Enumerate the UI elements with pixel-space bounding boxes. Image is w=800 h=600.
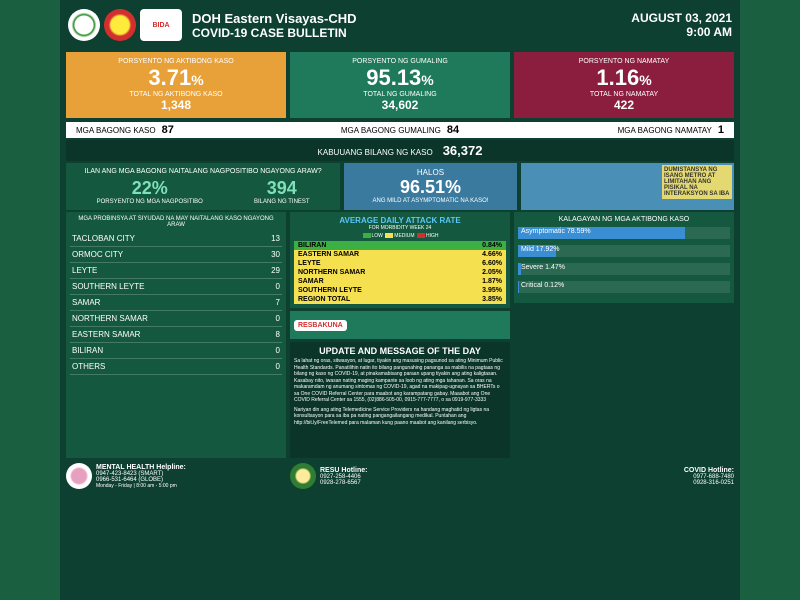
provinces-box: MGA PROBINSYA AT SIYUDAD NA MAY NAITALAN… xyxy=(66,212,286,458)
promo-box: DUMISTANSYA NG ISANG METRO AT LIMITAHAN … xyxy=(521,163,734,210)
attack-row: REGION TOTAL3.85% xyxy=(294,295,506,304)
attack-row: SOUTHERN LEYTE3.95% xyxy=(294,286,506,295)
resu-hotline: RESU Hotline:0927-258-44060928-278-6567 xyxy=(290,463,510,489)
bottom-row: MGA PROBINSYA AT SIYUDAD NA MAY NAITALAN… xyxy=(60,210,740,460)
header: BIDA DOH Eastern Visayas-CHD COVID-19 CA… xyxy=(60,0,740,50)
total-row: KABUUANG BILANG NG KASO36,372 xyxy=(66,140,734,161)
stat-death: PORSYENTO NG NAMATAY 1.16% TOTAL NG NAMA… xyxy=(514,52,734,118)
logo-group: BIDA xyxy=(68,9,182,41)
status-bar: Asymptomatic 78.59% xyxy=(518,227,730,239)
attack-row: LEYTE6.60% xyxy=(294,259,506,268)
status-bar: Mild 17.92% xyxy=(518,245,730,257)
attack-legend: LOW MEDIUM HIGH xyxy=(294,233,506,239)
attack-row: EASTERN SAMAR4.66% xyxy=(294,250,506,259)
province-row: EASTERN SAMAR8 xyxy=(70,327,282,343)
province-row: LEYTE29 xyxy=(70,263,282,279)
top-stats-row: PORSYENTO NG AKTIBONG KASO 3.71% TOTAL N… xyxy=(60,50,740,120)
attack-rate-box: AVERAGE DAILY ATTACK RATE FOR MORBIDITY … xyxy=(290,212,510,308)
halos-box: HALOS 96.51% ANG MILD AT ASYMPTOMATIC NA… xyxy=(344,163,517,210)
brain-icon xyxy=(66,463,92,489)
update-box: UPDATE AND MESSAGE OF THE DAY Sa lahat n… xyxy=(290,342,510,458)
positivity-box: ILAN ANG MGA BAGONG NAITALANG NAGPOSITIB… xyxy=(66,163,340,210)
status-bar: Critical 0.12% xyxy=(518,281,730,293)
resbakuna-logo-icon: RESBAKUNA xyxy=(294,320,347,331)
covid-hotline: COVID Hotline:0977-688-74800928-316-0251 xyxy=(514,463,734,489)
mental-health-hotline: MENTAL HEALTH Helpline:0947-423-8423 (SM… xyxy=(66,463,286,489)
new-row: MGA BAGONG KASO87 MGA BAGONG GUMALING84 … xyxy=(66,122,734,138)
stat-recovered: PORSYENTO NG GUMALING 95.13% TOTAL NG GU… xyxy=(290,52,510,118)
province-row: SAMAR7 xyxy=(70,295,282,311)
province-row: NORTHERN SAMAR0 xyxy=(70,311,282,327)
attack-row: BILIRAN0.84% xyxy=(294,241,506,250)
footer: MENTAL HEALTH Helpline:0947-423-8423 (SM… xyxy=(60,460,740,492)
province-row: TACLOBAN CITY13 xyxy=(70,231,282,247)
attack-row: SAMAR1.87% xyxy=(294,277,506,286)
province-row: BILIRAN0 xyxy=(70,343,282,359)
seal-icon xyxy=(290,463,316,489)
stat-active: PORSYENTO NG AKTIBONG KASO 3.71% TOTAL N… xyxy=(66,52,286,118)
ev-logo-icon xyxy=(104,9,136,41)
province-row: SOUTHERN LEYTE0 xyxy=(70,279,282,295)
status-box: KALAGAYAN NG MGA AKTIBONG KASO Asymptoma… xyxy=(514,212,734,303)
status-bar: Severe 1.47% xyxy=(518,263,730,275)
bida-logo-icon: BIDA xyxy=(140,9,182,41)
province-row: ORMOC CITY30 xyxy=(70,247,282,263)
header-time: 9:00 AM xyxy=(631,25,732,39)
header-date: AUGUST 03, 2021 xyxy=(631,11,732,25)
header-title-1: DOH Eastern Visayas-CHD xyxy=(192,11,631,26)
resbakuna-box: RESBAKUNA xyxy=(290,311,510,339)
doh-logo-icon xyxy=(68,9,100,41)
province-row: OTHERS0 xyxy=(70,359,282,375)
header-title-2: COVID-19 CASE BULLETIN xyxy=(192,26,631,40)
mid-row: ILAN ANG MGA BAGONG NAITALANG NAGPOSITIB… xyxy=(60,163,740,210)
attack-row: NORTHERN SAMAR2.05% xyxy=(294,268,506,277)
